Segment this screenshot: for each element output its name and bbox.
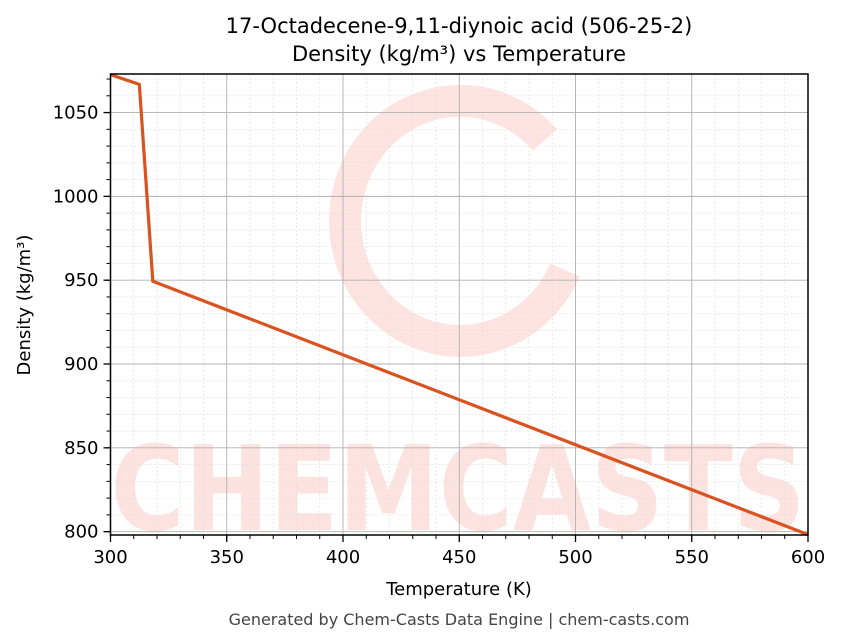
y-tick-label: 850 (64, 438, 98, 459)
x-tick-label: 300 (93, 547, 127, 568)
footer-credit: Generated by Chem-Casts Data Engine | ch… (229, 610, 690, 629)
y-axis-label: Density (kg/m³) (14, 235, 35, 376)
x-tick-label: 500 (558, 547, 592, 568)
watermark-text: CHEMCASTS (111, 420, 806, 558)
x-tick-label: 600 (791, 547, 825, 568)
x-tick-label: 350 (210, 547, 244, 568)
x-tick-label: 550 (675, 547, 709, 568)
density-line (109, 73, 809, 537)
y-tick-label: 1000 (53, 186, 99, 207)
y-tick-label: 950 (64, 270, 98, 291)
x-tick-label: 400 (326, 547, 360, 568)
y-tick-label: 1050 (53, 103, 99, 124)
x-axis-label: Temperature (K) (385, 579, 532, 600)
series-layer (109, 73, 809, 537)
chart-subtitle: Density (kg/m³) vs Temperature (292, 42, 626, 66)
y-tick-label: 900 (64, 354, 98, 375)
ticks: 300 350 400 450 500 550 600 800 850 900 950 1000 105… (53, 78, 825, 568)
watermark-c-logo (329, 84, 580, 357)
chart-title: 17-Octadecene-9,11-diynoic acid (506-25-… (226, 14, 693, 38)
y-tick-label: 800 (64, 522, 98, 543)
x-tick-label: 450 (442, 547, 476, 568)
chemcasts-watermark: CHEMCASTS (111, 84, 806, 558)
